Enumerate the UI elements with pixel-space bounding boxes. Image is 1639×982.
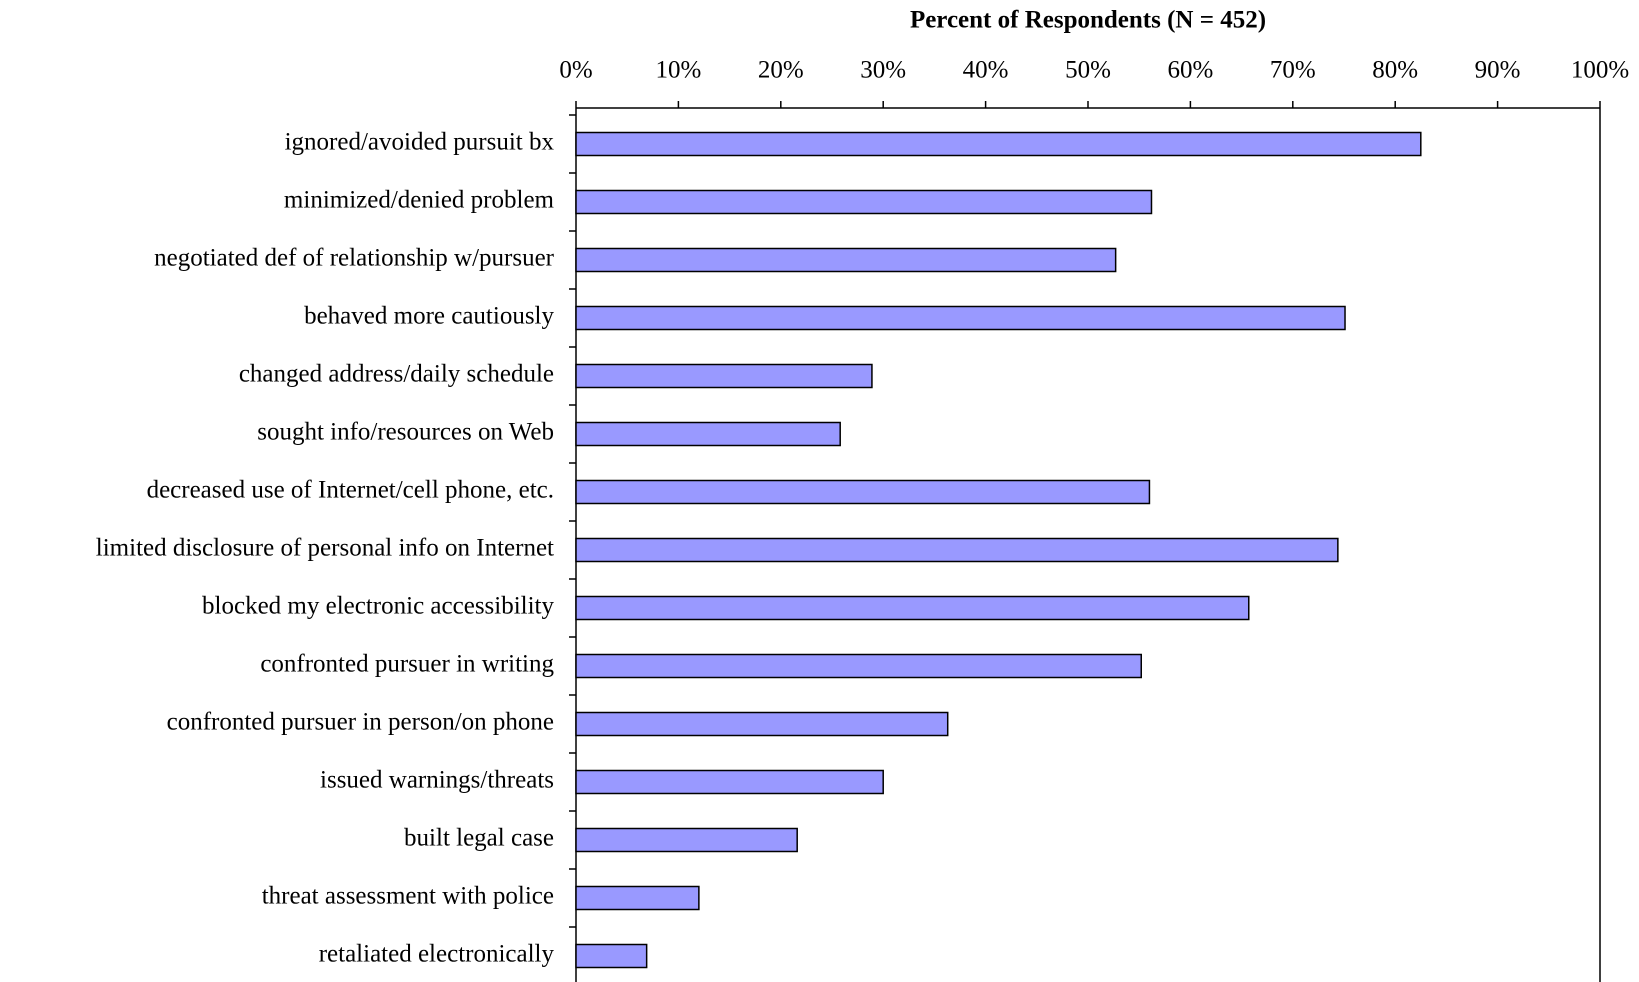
bar [575, 653, 1142, 679]
y-tick-label: issued warnings/threats [320, 767, 554, 794]
y-tick-label: negotiated def of relationship w/pursuer [154, 245, 555, 272]
x-tick-label: 50% [1065, 57, 1111, 84]
bar [575, 421, 841, 447]
y-tick-label: ignored/avoided pursuit bx [285, 129, 555, 156]
bar [575, 479, 1151, 505]
x-tick-label: 90% [1475, 57, 1521, 84]
y-tick-label: sought info/resources on Web [257, 419, 554, 446]
x-tick-label: 70% [1270, 57, 1316, 84]
y-tick-label: changed address/daily schedule [239, 361, 554, 388]
y-tick-label: limited disclosure of personal info on I… [96, 535, 554, 562]
x-tick-label: 10% [655, 57, 701, 84]
bar [575, 363, 873, 389]
y-tick-label: decreased use of Internet/cell phone, et… [147, 477, 554, 504]
y-tick-label: threat assessment with police [262, 883, 554, 910]
bar [575, 827, 798, 853]
x-tick-label: 0% [559, 57, 592, 84]
y-tick-label: blocked my electronic accessibility [202, 593, 554, 620]
y-tick-label: minimized/denied problem [284, 187, 555, 214]
y-tick-label: retaliated electronically [319, 941, 555, 968]
x-tick-label: 30% [860, 57, 906, 84]
x-tick-label: 20% [758, 57, 804, 84]
y-tick-label: confronted pursuer in writing [260, 651, 554, 678]
bar [575, 711, 949, 737]
bar [575, 943, 648, 969]
bar [575, 305, 1346, 331]
x-tick-label: 60% [1167, 57, 1213, 84]
x-tick-label: 80% [1372, 57, 1418, 84]
bar [575, 131, 1422, 157]
x-tick-label: 40% [963, 57, 1009, 84]
x-tick-label: 100% [1571, 57, 1629, 84]
y-tick-label: behaved more cautiously [304, 303, 554, 330]
bar [575, 537, 1339, 563]
chart-title: Percent of Respondents (N = 452) [910, 7, 1266, 34]
bar [575, 247, 1117, 273]
bar [575, 595, 1250, 621]
bar [575, 769, 884, 795]
bar [575, 189, 1153, 215]
bar [575, 885, 700, 911]
y-tick-label: confronted pursuer in person/on phone [167, 709, 554, 736]
y-tick-label: built legal case [404, 825, 554, 852]
